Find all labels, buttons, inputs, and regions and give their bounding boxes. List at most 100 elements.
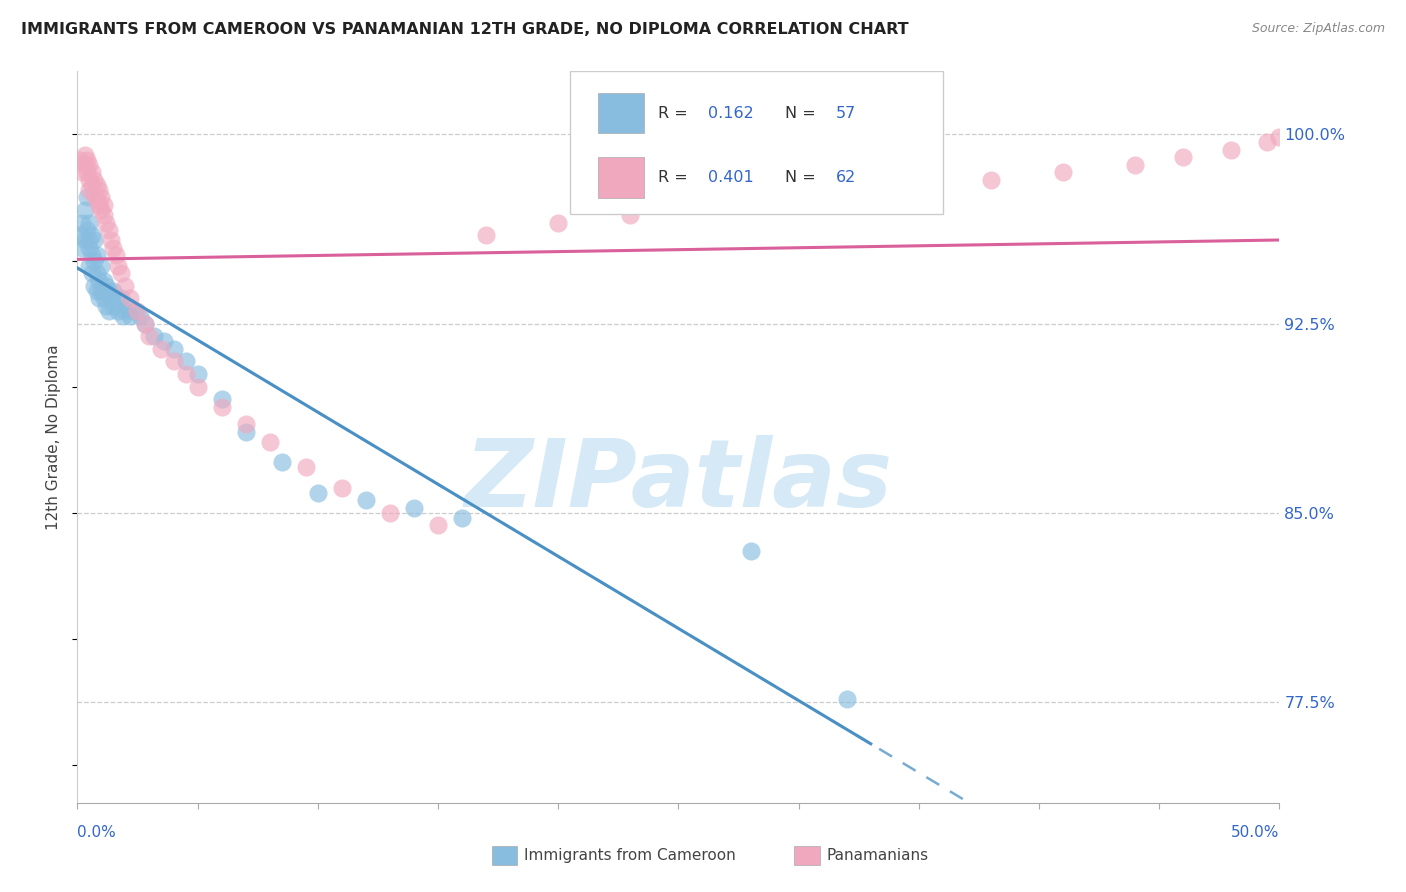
Point	[90, 259, 112, 273]
Point	[104, 248, 127, 262]
Point	[79, 158, 101, 172]
Point	[90, 190, 112, 204]
Point	[87, 291, 110, 305]
Point	[86, 193, 108, 207]
Point	[619, 208, 641, 222]
Point	[90, 203, 112, 218]
Point	[76, 165, 98, 179]
Text: 62: 62	[837, 169, 856, 185]
Point	[143, 329, 166, 343]
Point	[1268, 130, 1291, 145]
Point	[69, 228, 91, 243]
Point	[427, 518, 450, 533]
Point	[451, 510, 474, 524]
Point	[107, 259, 129, 273]
FancyBboxPatch shape	[571, 71, 943, 214]
Point	[86, 178, 108, 192]
Point	[1256, 135, 1278, 149]
Point	[104, 291, 127, 305]
Point	[79, 183, 101, 197]
Point	[235, 417, 257, 432]
Point	[73, 233, 96, 247]
Point	[835, 692, 858, 706]
Text: 57: 57	[837, 105, 856, 120]
Point	[378, 506, 401, 520]
Point	[86, 248, 108, 262]
Y-axis label: 12th Grade, No Diploma: 12th Grade, No Diploma	[46, 344, 62, 530]
Point	[980, 173, 1002, 187]
Point	[100, 233, 122, 247]
Point	[153, 334, 176, 349]
Point	[87, 274, 110, 288]
Point	[87, 183, 110, 197]
Point	[83, 188, 105, 202]
Point	[174, 367, 197, 381]
Text: N =: N =	[786, 105, 821, 120]
Point	[1173, 150, 1195, 164]
Point	[73, 147, 96, 161]
Text: R =: R =	[658, 169, 693, 185]
Point	[79, 216, 101, 230]
Point	[1123, 158, 1146, 172]
Text: 0.0%: 0.0%	[77, 825, 117, 840]
Point	[120, 309, 142, 323]
Point	[79, 259, 101, 273]
Point	[103, 284, 125, 298]
Point	[110, 291, 132, 305]
Point	[96, 278, 118, 293]
Point	[110, 266, 132, 280]
Point	[1220, 143, 1243, 157]
Point	[1316, 531, 1339, 545]
Point	[80, 266, 103, 280]
Point	[187, 379, 209, 393]
Bar	[598, 93, 644, 133]
Point	[97, 304, 120, 318]
Point	[97, 284, 120, 298]
Point	[134, 317, 156, 331]
Point	[187, 367, 209, 381]
Point	[111, 309, 134, 323]
Point	[162, 342, 184, 356]
Text: Immigrants from Cameroon: Immigrants from Cameroon	[524, 848, 737, 863]
Point	[100, 291, 122, 305]
Point	[76, 223, 98, 237]
Point	[93, 274, 115, 288]
Bar	[598, 157, 644, 197]
Point	[294, 460, 316, 475]
Point	[235, 425, 257, 439]
Point	[138, 329, 160, 343]
Point	[83, 173, 105, 187]
Point	[70, 216, 93, 230]
Point	[76, 153, 98, 167]
Point	[330, 481, 353, 495]
Point	[120, 291, 142, 305]
Point	[162, 354, 184, 368]
Point	[1292, 130, 1315, 145]
Point	[70, 165, 93, 179]
Point	[103, 299, 125, 313]
Point	[83, 253, 105, 268]
Point	[80, 228, 103, 243]
Point	[87, 198, 110, 212]
Text: 0.401: 0.401	[709, 169, 754, 185]
Point	[96, 299, 118, 313]
Point	[73, 203, 96, 218]
Text: ZIPatlas: ZIPatlas	[464, 435, 893, 527]
Point	[1052, 165, 1074, 179]
Point	[117, 299, 139, 313]
Point	[114, 278, 136, 293]
Point	[402, 500, 425, 515]
Text: 50.0%: 50.0%	[1232, 825, 1279, 840]
Point	[692, 198, 714, 212]
Text: IMMIGRANTS FROM CAMEROON VS PANAMANIAN 12TH GRADE, NO DIPLOMA CORRELATION CHART: IMMIGRANTS FROM CAMEROON VS PANAMANIAN 1…	[21, 22, 908, 37]
Point	[107, 304, 129, 318]
Point	[79, 233, 101, 247]
Point	[73, 158, 96, 172]
Point	[787, 190, 810, 204]
Point	[96, 216, 118, 230]
Point	[93, 208, 115, 222]
Point	[103, 241, 125, 255]
Point	[83, 233, 105, 247]
Point	[80, 178, 103, 192]
Point	[127, 304, 149, 318]
